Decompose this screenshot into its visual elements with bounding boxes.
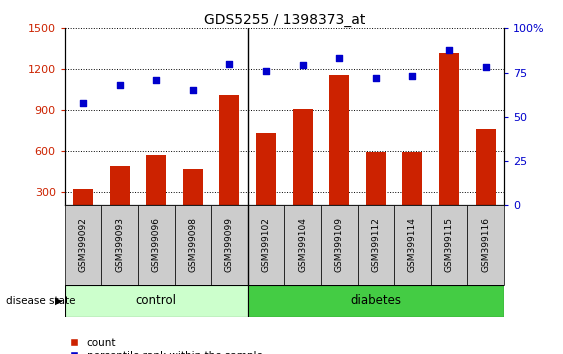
FancyBboxPatch shape [248,285,504,317]
Point [445,47,454,52]
FancyBboxPatch shape [358,205,394,285]
Bar [476,129,495,233]
Bar [403,152,422,233]
Text: GSM399114: GSM399114 [408,217,417,272]
Text: GSM399116: GSM399116 [481,217,490,272]
Bar [73,189,93,233]
Bar [366,152,386,233]
Text: GSM399112: GSM399112 [372,217,380,272]
FancyBboxPatch shape [101,205,138,285]
Bar [220,95,239,233]
Text: GSM399102: GSM399102 [262,217,270,272]
Text: GSM399104: GSM399104 [298,217,307,272]
Point [334,56,343,61]
Text: disease state: disease state [6,296,75,306]
Text: GSM399109: GSM399109 [335,217,343,272]
FancyBboxPatch shape [211,205,248,285]
Title: GDS5255 / 1398373_at: GDS5255 / 1398373_at [204,13,365,27]
Bar [256,133,276,233]
Bar [183,169,203,233]
Text: control: control [136,295,177,307]
Text: GSM399098: GSM399098 [189,217,197,272]
Point [372,75,381,81]
FancyBboxPatch shape [321,205,358,285]
FancyBboxPatch shape [394,205,431,285]
FancyBboxPatch shape [65,285,248,317]
FancyBboxPatch shape [284,205,321,285]
Text: GSM399099: GSM399099 [225,217,234,272]
FancyBboxPatch shape [248,205,284,285]
Bar [146,155,166,233]
Point [188,87,197,93]
Point [152,77,161,82]
Legend: count, percentile rank within the sample: count, percentile rank within the sample [70,338,262,354]
Text: GSM399115: GSM399115 [445,217,453,272]
Bar [110,166,129,233]
Text: ▶: ▶ [55,296,62,306]
FancyBboxPatch shape [65,205,101,285]
Point [261,68,270,74]
Point [225,61,234,67]
Point [115,82,124,88]
Text: diabetes: diabetes [350,295,401,307]
Point [481,64,490,70]
Bar [329,75,349,233]
FancyBboxPatch shape [431,205,467,285]
Text: GSM399092: GSM399092 [79,217,87,272]
Text: GSM399096: GSM399096 [152,217,160,272]
FancyBboxPatch shape [175,205,211,285]
Point [79,100,88,105]
Bar [439,53,459,233]
Point [408,73,417,79]
Point [298,63,307,68]
FancyBboxPatch shape [138,205,175,285]
FancyBboxPatch shape [467,205,504,285]
Bar [293,109,312,233]
Text: GSM399093: GSM399093 [115,217,124,272]
